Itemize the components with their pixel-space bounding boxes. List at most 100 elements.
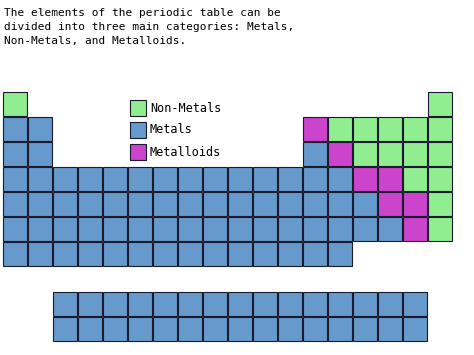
Bar bbox=[428, 142, 452, 166]
Bar bbox=[78, 242, 102, 266]
Bar bbox=[253, 192, 277, 216]
Bar bbox=[353, 142, 377, 166]
Bar bbox=[103, 167, 127, 191]
Bar bbox=[203, 242, 227, 266]
Text: Non-Metals: Non-Metals bbox=[150, 102, 221, 115]
Bar bbox=[128, 242, 152, 266]
Bar bbox=[228, 192, 252, 216]
Bar bbox=[128, 192, 152, 216]
Bar bbox=[103, 292, 127, 316]
Bar bbox=[103, 217, 127, 241]
Bar bbox=[278, 217, 302, 241]
Bar bbox=[103, 317, 127, 341]
Text: Metalloids: Metalloids bbox=[150, 146, 221, 158]
Bar bbox=[278, 317, 302, 341]
Bar bbox=[3, 217, 27, 241]
Bar bbox=[203, 292, 227, 316]
Bar bbox=[403, 192, 427, 216]
Bar bbox=[28, 192, 52, 216]
Bar bbox=[353, 117, 377, 141]
Bar bbox=[128, 292, 152, 316]
Bar bbox=[153, 317, 177, 341]
Bar bbox=[103, 192, 127, 216]
Bar bbox=[403, 217, 427, 241]
Bar bbox=[278, 167, 302, 191]
Bar bbox=[228, 217, 252, 241]
Bar bbox=[103, 242, 127, 266]
Bar bbox=[178, 317, 202, 341]
Bar bbox=[253, 167, 277, 191]
Bar bbox=[278, 242, 302, 266]
Bar bbox=[203, 217, 227, 241]
Bar bbox=[178, 292, 202, 316]
Bar bbox=[153, 217, 177, 241]
Bar bbox=[428, 117, 452, 141]
Bar bbox=[303, 292, 327, 316]
Bar bbox=[178, 167, 202, 191]
Bar bbox=[228, 242, 252, 266]
Bar bbox=[353, 217, 377, 241]
Bar bbox=[303, 167, 327, 191]
Bar bbox=[53, 217, 77, 241]
Bar bbox=[303, 217, 327, 241]
Bar bbox=[303, 117, 327, 141]
Bar bbox=[353, 192, 377, 216]
Text: Non-Metals, and Metalloids.: Non-Metals, and Metalloids. bbox=[4, 36, 186, 46]
Bar bbox=[428, 217, 452, 241]
Bar bbox=[253, 217, 277, 241]
Bar bbox=[130, 144, 146, 160]
Bar bbox=[203, 167, 227, 191]
Bar bbox=[53, 167, 77, 191]
Bar bbox=[78, 167, 102, 191]
Bar bbox=[403, 292, 427, 316]
Bar bbox=[178, 217, 202, 241]
Bar bbox=[428, 167, 452, 191]
Bar bbox=[378, 292, 402, 316]
Bar bbox=[153, 292, 177, 316]
Bar bbox=[253, 317, 277, 341]
Text: Metals: Metals bbox=[150, 124, 193, 137]
Bar bbox=[328, 192, 352, 216]
Bar bbox=[303, 242, 327, 266]
Bar bbox=[378, 192, 402, 216]
Bar bbox=[178, 192, 202, 216]
Bar bbox=[328, 167, 352, 191]
Bar bbox=[28, 167, 52, 191]
Bar bbox=[130, 100, 146, 116]
Bar bbox=[378, 217, 402, 241]
Bar bbox=[78, 192, 102, 216]
Bar bbox=[3, 142, 27, 166]
Bar bbox=[228, 317, 252, 341]
Bar bbox=[378, 117, 402, 141]
Bar bbox=[128, 217, 152, 241]
Bar bbox=[328, 292, 352, 316]
Bar bbox=[378, 317, 402, 341]
Bar bbox=[378, 167, 402, 191]
Bar bbox=[153, 192, 177, 216]
Text: The elements of the periodic table can be: The elements of the periodic table can b… bbox=[4, 8, 281, 18]
Bar bbox=[253, 242, 277, 266]
Bar bbox=[53, 292, 77, 316]
Bar bbox=[353, 317, 377, 341]
Bar bbox=[403, 167, 427, 191]
Bar bbox=[28, 117, 52, 141]
Bar bbox=[278, 192, 302, 216]
Bar bbox=[303, 142, 327, 166]
Text: divided into three main categories: Metals,: divided into three main categories: Meta… bbox=[4, 22, 294, 32]
Bar bbox=[203, 317, 227, 341]
Bar bbox=[328, 142, 352, 166]
Bar bbox=[228, 167, 252, 191]
Bar bbox=[303, 317, 327, 341]
Bar bbox=[128, 317, 152, 341]
Bar bbox=[178, 242, 202, 266]
Bar bbox=[353, 292, 377, 316]
Bar bbox=[253, 292, 277, 316]
Bar bbox=[328, 242, 352, 266]
Bar bbox=[328, 217, 352, 241]
Bar bbox=[403, 117, 427, 141]
Bar bbox=[353, 167, 377, 191]
Bar bbox=[28, 242, 52, 266]
Bar bbox=[153, 167, 177, 191]
Bar bbox=[28, 217, 52, 241]
Bar bbox=[328, 117, 352, 141]
